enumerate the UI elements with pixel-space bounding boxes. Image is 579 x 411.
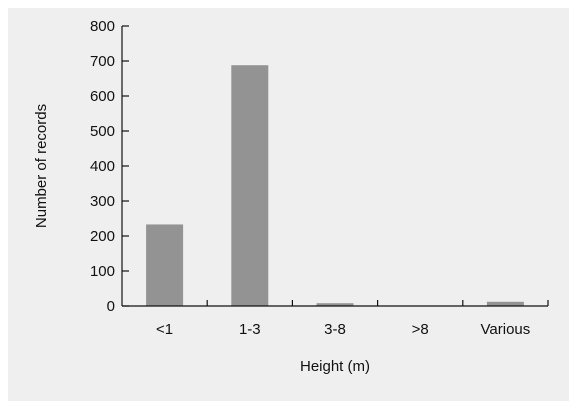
x-tick-label: >8 [412, 321, 429, 338]
y-tick-label: 700 [90, 53, 115, 70]
y-tick-label: 400 [90, 158, 115, 175]
y-axis-ticks: 0 100 200 300 400 500 600 700 800 [90, 18, 129, 315]
x-axis-title: Height (m) [300, 358, 370, 375]
y-axis-title: Number of records [33, 104, 50, 228]
y-tick-label: 600 [90, 88, 115, 105]
x-tick-label: <1 [156, 321, 173, 338]
y-tick-label: 800 [90, 18, 115, 35]
y-tick-label: 500 [90, 123, 115, 140]
x-tick-label: 1-3 [239, 321, 261, 338]
y-tick-label: 100 [90, 263, 115, 280]
bars [146, 65, 524, 306]
y-tick-label: 300 [90, 193, 115, 210]
x-tick-label: Various [481, 321, 531, 338]
y-tick-label: 200 [90, 228, 115, 245]
y-tick-label: 0 [107, 298, 115, 315]
bar-1 [146, 224, 184, 306]
bar-5 [486, 301, 524, 306]
bar-2 [231, 65, 269, 306]
x-tick-label: 3-8 [324, 321, 346, 338]
x-axis-ticks: <1 1-3 3-8 >8 Various [156, 300, 549, 338]
chart-panel [8, 8, 569, 401]
bar-3 [316, 303, 354, 306]
